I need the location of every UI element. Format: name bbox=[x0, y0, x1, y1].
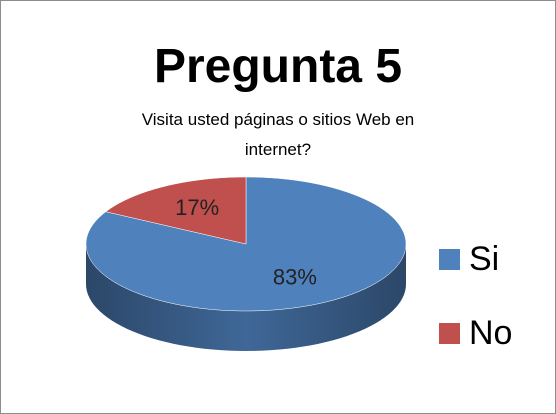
data-label: 83% bbox=[273, 264, 317, 289]
legend-label: No bbox=[469, 314, 512, 352]
chart-subtitle: Visita usted páginas o sitios Web en int… bbox=[141, 110, 415, 159]
pie-slice bbox=[105, 176, 247, 245]
data-label: 17% bbox=[175, 195, 219, 220]
legend-label: Si bbox=[469, 240, 499, 278]
legend-swatch bbox=[439, 249, 460, 270]
chart-title: Pregunta 5 bbox=[153, 40, 403, 93]
pie-side-shade bbox=[86, 244, 406, 351]
legend-swatch bbox=[439, 323, 460, 344]
